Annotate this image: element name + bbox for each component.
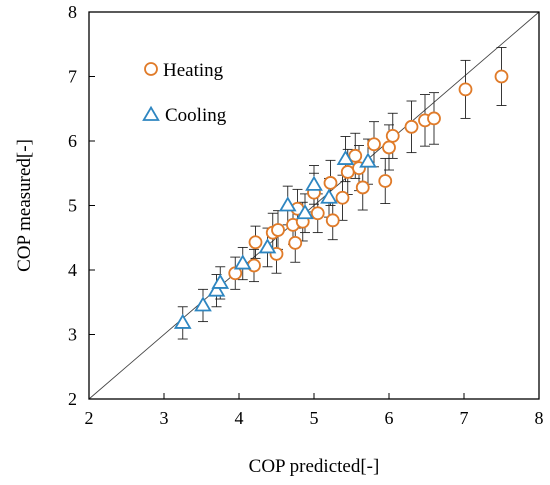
data-point-heating (355, 180, 370, 195)
data-point-cooling (211, 273, 230, 289)
y-tick-label: 8 (68, 2, 77, 22)
x-tick-label: 6 (385, 408, 394, 428)
x-tick-label: 5 (310, 408, 319, 428)
y-tick-label: 2 (68, 389, 77, 409)
legend-cooling-label: Cooling (165, 105, 227, 126)
legend-item-heating: Heating (144, 60, 224, 81)
x-axis-label: COP predicted[-] (249, 456, 380, 477)
data-point-heating (378, 174, 393, 188)
data-point-heating (367, 137, 381, 152)
data-point-heating (348, 148, 363, 163)
data-point-heating (323, 176, 338, 190)
legend-cooling-marker (142, 105, 160, 121)
data-point-cooling (336, 149, 355, 165)
data-point-cooling (296, 204, 314, 220)
data-point-heating (310, 206, 325, 221)
y-tick-label: 6 (68, 131, 77, 151)
data-point-heating (458, 82, 473, 97)
data-point-cooling (194, 296, 212, 312)
data-point-cooling (278, 196, 297, 212)
data-point-heating (494, 69, 509, 84)
x-tick-label: 8 (535, 408, 544, 428)
data-point-heating (340, 165, 355, 179)
data-point-cooling (305, 175, 323, 191)
legend-item-cooling: Cooling (142, 105, 227, 126)
y-tick-label: 5 (68, 196, 77, 216)
data-point-heating (385, 128, 400, 143)
y-axis-label: COP measured[-] (14, 139, 35, 272)
axis-tick-layer: 2 3 4 5 6 7 8 2 3 4 5 6 7 8 (68, 2, 544, 428)
data-point-cooling (320, 188, 338, 204)
data-point-cooling (233, 254, 252, 270)
data-point-heating (325, 213, 340, 228)
data-point-heating (247, 258, 261, 273)
data-point-layer (173, 69, 509, 329)
x-tick-label: 2 (85, 408, 94, 428)
data-point-heating (382, 140, 396, 155)
data-point-heating (335, 190, 350, 205)
y-tick-label: 7 (68, 67, 77, 87)
x-tick-label: 7 (460, 408, 469, 428)
legend: Heating Cooling (142, 60, 227, 126)
data-point-cooling (258, 238, 277, 254)
data-point-cooling (207, 281, 226, 297)
legend-heating-label: Heating (163, 60, 224, 81)
x-tick-label: 4 (235, 408, 244, 428)
y-tick-label: 4 (68, 260, 77, 280)
data-point-heating (271, 223, 285, 237)
data-point-cooling (359, 152, 377, 168)
x-tick-label: 3 (160, 408, 169, 428)
legend-heating-marker (144, 62, 158, 76)
data-point-heating (248, 235, 263, 250)
data-point-heating (288, 236, 303, 250)
data-point-cooling (173, 313, 192, 329)
data-point-heating (404, 119, 419, 134)
data-point-heating (427, 111, 441, 126)
y-tick-label: 3 (68, 325, 77, 345)
